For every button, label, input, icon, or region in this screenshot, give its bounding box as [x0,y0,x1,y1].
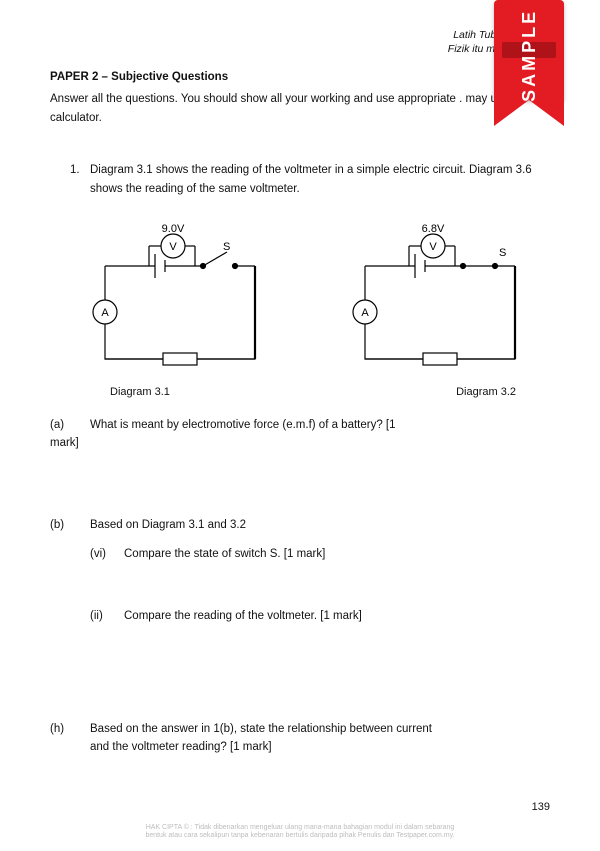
diagram-1-label: Diagram 3.1 [110,384,170,402]
part-h-text: Based on the answer in 1(b), state the r… [90,720,550,757]
question-1: 1.Diagram 3.1 shows the reading of the v… [70,161,550,198]
circuit-1-svg: 9.0V V A S [85,224,275,374]
part-h-line1: Based on the answer in 1(b), state the r… [90,723,432,735]
circuit-1: 9.0V V A S [80,224,280,374]
c1-ammeter: A [101,307,109,319]
part-h: (h) Based on the answer in 1(b), state t… [50,720,550,757]
circuit-2: 6.8V V A S [340,224,540,374]
part-b-ii-label: (ii) [90,607,124,625]
copyright: HAK CIPTA © : Tidak dibenarkan mengeluar… [0,824,600,842]
diagram-2-label: Diagram 3.2 [456,384,516,402]
c1-voltmeter: V [169,241,177,253]
q1-text: Diagram 3.1 shows the reading of the vol… [90,164,532,194]
copyright-line1: HAK CIPTA © : Tidak dibenarkan mengeluar… [146,824,455,831]
part-b: (b) Based on Diagram 3.1 and 3.2 [50,516,550,534]
part-a: (a) What is meant by electromotive force… [50,416,550,434]
part-b-vi: (vi) Compare the state of switch S. [1 m… [90,545,550,563]
part-b-text: Based on Diagram 3.1 and 3.2 [90,516,550,534]
part-b-vi-label: (vi) [90,545,124,563]
circuits-row: 9.0V V A S [80,224,540,374]
part-a-label: (a) [50,416,90,434]
part-b-vi-text: Compare the state of switch S. [1 mark] [124,545,325,563]
copyright-line2: bentuk atau cara sekalipun tanpa kebenar… [145,832,454,839]
c2-switch-label: S [499,247,506,259]
sample-ribbon: SAMPLE [494,0,564,128]
page-number: 139 [532,799,550,817]
c1-switch-label: S [223,241,230,253]
part-a-mark: mark] [50,434,550,452]
ribbon-text: SAMPLE [494,0,564,110]
q1-number: 1. [70,161,90,179]
part-h-label: (h) [50,720,90,757]
diagram-labels: Diagram 3.1 Diagram 3.2 [110,384,516,402]
instructions: Answer all the questions. You should sho… [50,90,550,127]
paper-title: PAPER 2 – Subjective Questions [50,68,550,86]
c2-voltage: 6.8V [422,224,445,235]
part-b-ii: (ii) Compare the reading of the voltmete… [90,607,550,625]
page: Latih Tubi Bertopik Fizik itu mudah In S… [0,0,600,851]
part-a-text: What is meant by electromotive force (e.… [90,416,550,434]
circuit-2-svg: 6.8V V A S [345,224,535,374]
part-b-label: (b) [50,516,90,534]
ribbon-label: SAMPLE [515,8,544,101]
part-b-ii-text: Compare the reading of the voltmeter. [1… [124,607,362,625]
part-h-line2: and the voltmeter reading? [1 mark] [90,741,272,753]
c2-voltmeter: V [429,241,437,253]
c2-ammeter: A [361,307,369,319]
c1-voltage: 9.0V [162,224,185,235]
